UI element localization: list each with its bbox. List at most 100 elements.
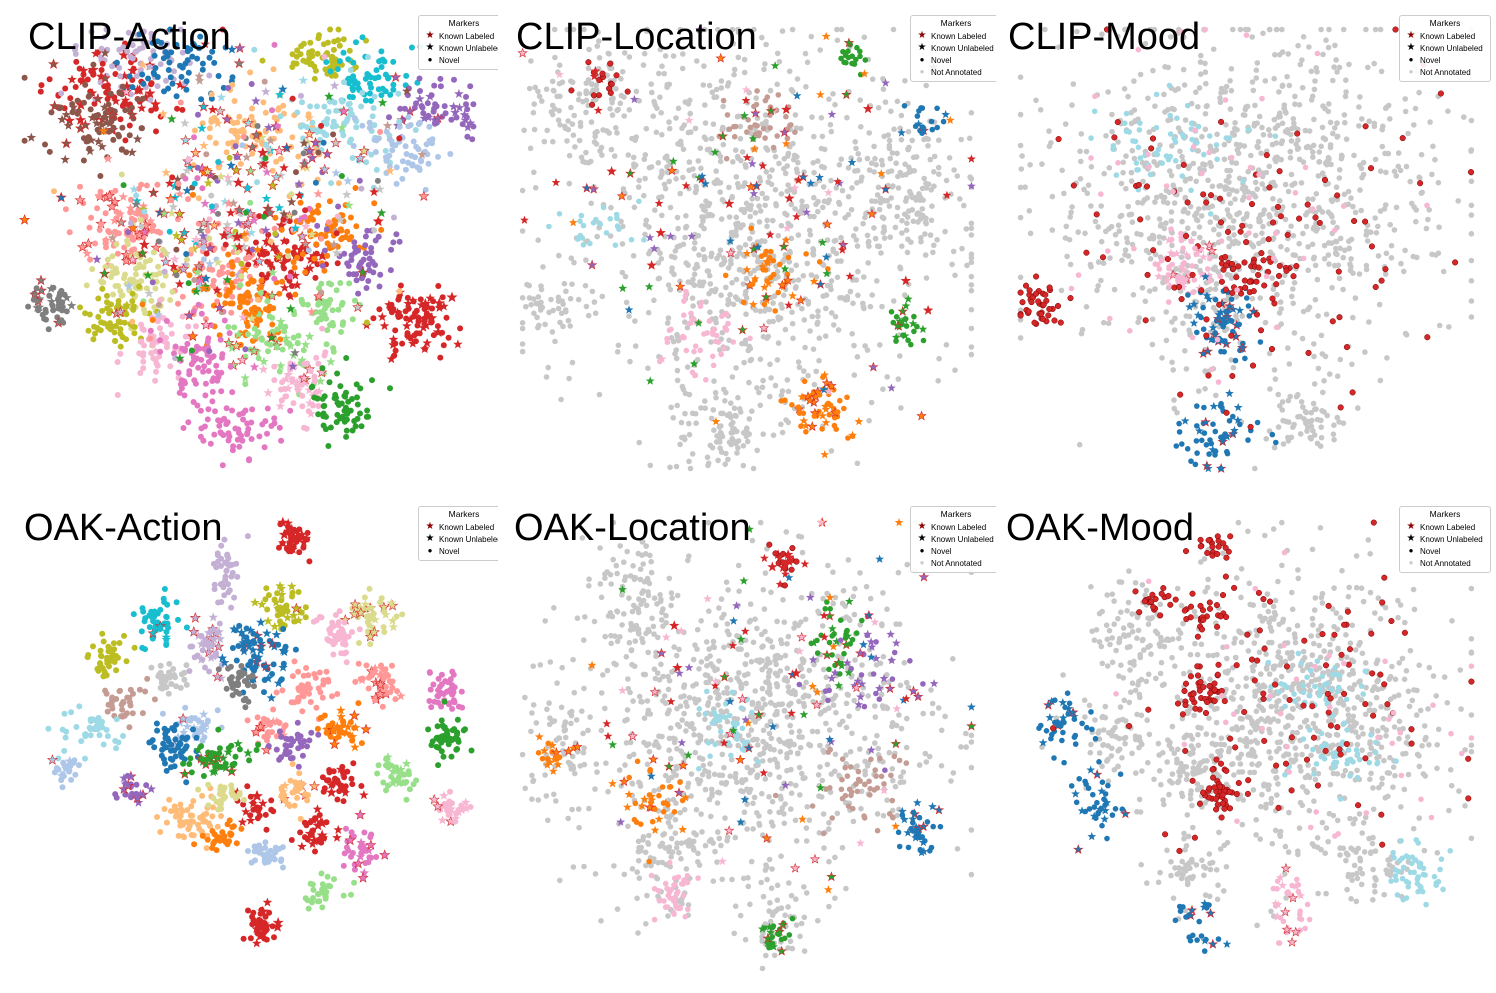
novel-point xyxy=(251,46,258,53)
not-annotated-point xyxy=(519,187,526,194)
known-labeled-point xyxy=(174,208,186,219)
not-annotated-point xyxy=(957,196,963,202)
novel-point xyxy=(349,94,356,101)
novel-point xyxy=(318,280,325,287)
known-labeled-point xyxy=(193,260,205,271)
not-annotated-point xyxy=(743,311,749,318)
known-unlabeled-point xyxy=(450,107,460,117)
novel-point xyxy=(914,323,920,330)
not-annotated-point xyxy=(795,159,801,166)
novel-point xyxy=(150,249,157,256)
known-unlabeled-point xyxy=(780,264,790,273)
not-annotated-point xyxy=(1227,213,1233,220)
not-annotated-point xyxy=(582,159,589,166)
not-annotated-point xyxy=(1391,227,1398,233)
novel-point xyxy=(219,462,226,469)
novel-point xyxy=(119,146,125,153)
novel-point xyxy=(198,96,205,103)
not-annotated-point xyxy=(782,210,788,217)
known-unlabeled-point xyxy=(261,86,271,96)
not-annotated-point xyxy=(555,305,562,312)
not-annotated-point xyxy=(1229,130,1236,136)
not-annotated-point xyxy=(641,156,648,163)
novel-point xyxy=(587,240,593,247)
novel-point xyxy=(616,226,622,232)
not-annotated-point xyxy=(613,86,619,92)
novel-point xyxy=(190,40,196,47)
known-unlabeled-point xyxy=(276,361,286,370)
not-annotated-point xyxy=(568,255,575,261)
novel-point xyxy=(401,105,408,112)
novel-point xyxy=(72,43,79,49)
not-annotated-point xyxy=(729,374,736,380)
not-annotated-point xyxy=(767,393,773,400)
not-annotated-point xyxy=(871,143,877,150)
not-annotated-point xyxy=(849,331,855,337)
novel-point xyxy=(934,124,940,131)
novel-point xyxy=(117,73,124,80)
not-annotated-point xyxy=(614,349,621,355)
novel-point xyxy=(194,402,201,409)
not-annotated-point xyxy=(1363,232,1369,238)
novel-point xyxy=(97,327,104,334)
known-unlabeled-point xyxy=(408,295,418,305)
novel-point xyxy=(269,107,275,114)
novel-point xyxy=(761,301,768,308)
novel-point xyxy=(237,293,244,300)
known-unlabeled-point xyxy=(62,292,72,302)
not-annotated-point xyxy=(1128,211,1135,218)
novel-point xyxy=(718,351,724,358)
novel-point xyxy=(179,313,186,320)
known-unlabeled-point xyxy=(806,178,816,188)
not-annotated-point xyxy=(1233,160,1240,166)
novel-point xyxy=(391,214,397,221)
novel-point xyxy=(248,436,255,442)
not-annotated-point xyxy=(672,350,678,357)
novel-point xyxy=(149,317,156,323)
novel-point xyxy=(372,149,379,155)
not-annotated-point xyxy=(819,133,826,140)
not-annotated-point xyxy=(1290,300,1296,307)
novel-point xyxy=(681,312,687,319)
known-unlabeled-point xyxy=(297,355,307,365)
known-unlabeled-point xyxy=(821,31,831,41)
novel-point xyxy=(376,306,383,313)
novel-point xyxy=(199,66,206,73)
not-annotated-point xyxy=(642,175,648,182)
novel-point xyxy=(731,133,738,140)
not-annotated-point xyxy=(1322,353,1329,360)
not-annotated-point xyxy=(610,96,616,102)
known-labeled-point xyxy=(590,65,601,76)
legend-known-unlabeled: ★ Known Unlabeled xyxy=(423,42,498,54)
not-annotated-point xyxy=(1229,159,1235,166)
known-unlabeled-point xyxy=(415,94,425,104)
not-annotated-point xyxy=(1128,178,1135,184)
not-annotated-point xyxy=(1181,206,1188,213)
novel-point xyxy=(153,368,159,375)
known-labeled-point xyxy=(246,141,258,153)
novel-point xyxy=(110,136,117,143)
novel-point xyxy=(302,269,309,276)
not-annotated-point xyxy=(795,277,802,283)
novel-point xyxy=(319,262,326,269)
not-annotated-point xyxy=(699,282,705,289)
novel-point xyxy=(849,433,856,440)
novel-point xyxy=(682,293,689,299)
not-annotated-point xyxy=(742,242,749,248)
not-annotated-point xyxy=(949,261,955,268)
not-annotated-point xyxy=(862,343,868,349)
not-annotated-point xyxy=(740,206,747,213)
not-annotated-point xyxy=(916,191,922,197)
not-annotated-point xyxy=(563,288,569,295)
known-unlabeled-point xyxy=(26,132,37,142)
novel-point xyxy=(229,271,236,278)
novel-point xyxy=(239,126,246,133)
novel-point xyxy=(324,327,331,334)
novel-point xyxy=(282,323,289,330)
not-annotated-point xyxy=(705,460,712,467)
known-unlabeled-point xyxy=(765,230,775,239)
novel-point xyxy=(206,348,213,355)
known-unlabeled-point xyxy=(684,115,694,125)
not-annotated-point xyxy=(778,191,785,197)
not-annotated-point xyxy=(1197,165,1203,172)
